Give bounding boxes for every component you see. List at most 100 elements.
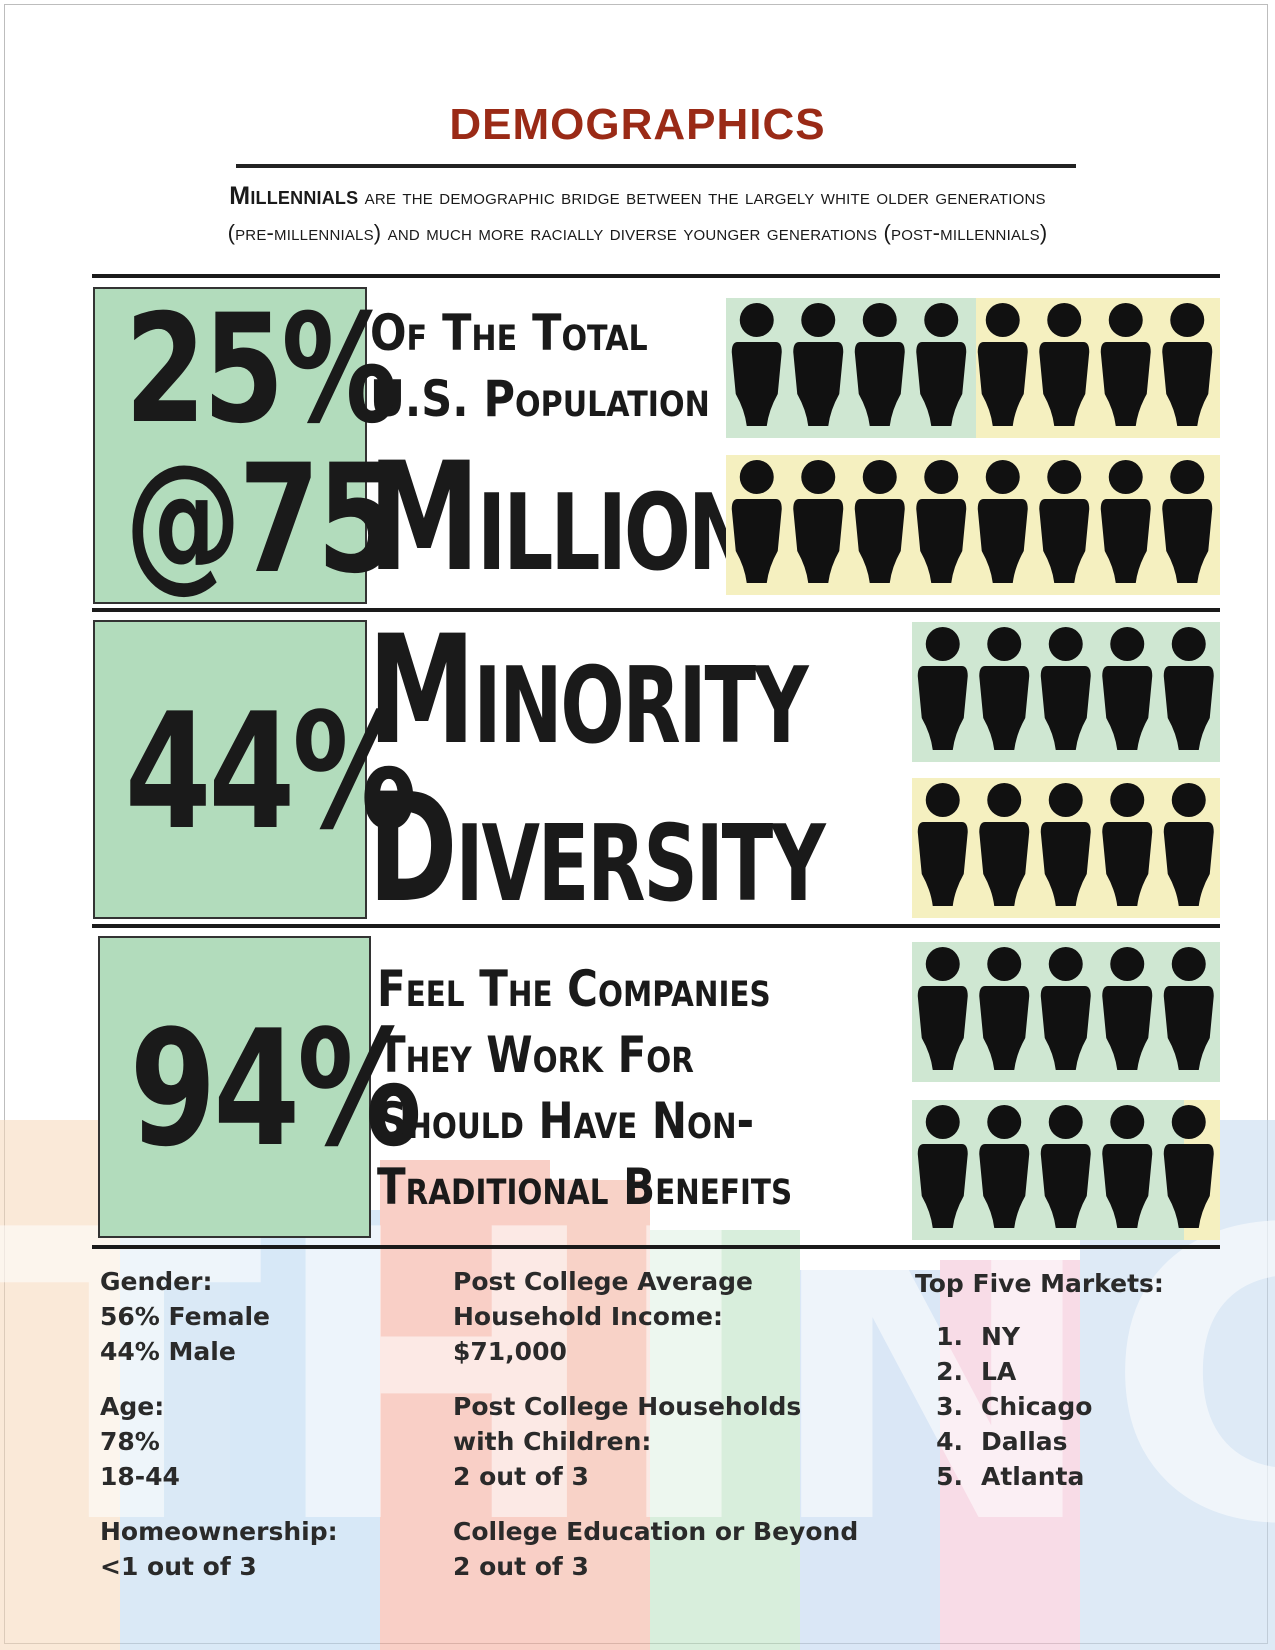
person-icon <box>1100 460 1151 583</box>
person-icon <box>1163 1105 1214 1228</box>
person-icon <box>1039 303 1090 426</box>
stat-caption-diversity: Minority Diversity <box>368 612 826 928</box>
person-icon <box>1163 783 1214 906</box>
person-icon <box>1102 1105 1153 1228</box>
income-block: Post College Average Household Income: $… <box>453 1264 858 1369</box>
people-group <box>731 460 1213 583</box>
details-column-markets: Top Five Markets: 1. NY 2. LA 3. Chicago 4.… <box>915 1266 1164 1494</box>
list-number: 4. <box>936 1427 963 1456</box>
person-icon <box>1040 947 1091 1070</box>
education-block: College Education or Beyond 2 out of 3 <box>453 1514 858 1584</box>
list-number: 5. <box>936 1462 963 1491</box>
person-icon <box>1163 947 1214 1070</box>
person-icon <box>1040 627 1091 750</box>
children-value: 2 out of 3 <box>453 1462 589 1491</box>
market-name: Dallas <box>981 1427 1068 1456</box>
person-icon <box>1039 460 1090 583</box>
caption-line: Should Have Non- <box>377 1092 755 1150</box>
people-row <box>726 455 1220 595</box>
caption-line: They Work For <box>377 1026 694 1084</box>
title-divider <box>236 164 1076 168</box>
person-icon <box>793 303 844 426</box>
person-icon <box>731 303 782 426</box>
stat-caption-benefits: Feel The Companies They Work For Should … <box>377 956 792 1220</box>
homeownership-label: Homeownership: <box>100 1517 338 1546</box>
person-icon <box>917 1105 968 1228</box>
person-icon <box>979 947 1030 1070</box>
markets-label: Top Five Markets: <box>915 1269 1164 1298</box>
person-icon <box>854 303 905 426</box>
age-range: 18-44 <box>100 1462 180 1491</box>
people-row <box>912 622 1220 762</box>
section-divider <box>92 1245 1220 1249</box>
people-group <box>731 303 1213 426</box>
people-row <box>912 1100 1220 1240</box>
person-icon <box>854 460 905 583</box>
list-item: 4. Dallas <box>915 1424 1164 1459</box>
people-group <box>917 627 1214 750</box>
stat-value-count: @75 <box>124 433 399 607</box>
person-icon <box>979 1105 1030 1228</box>
stat-value-percent: 44% <box>124 678 417 865</box>
stat-box-benefits: 94% <box>98 936 422 1238</box>
stat-caption-population: Of The Total U.S. Population <box>370 300 710 432</box>
person-icon <box>917 947 968 1070</box>
subtitle-line-2: (pre-millennials) and much more racially… <box>227 220 1048 245</box>
children-label: with Children: <box>453 1427 652 1456</box>
person-icon <box>979 627 1030 750</box>
homeownership-block: Homeownership: <1 out of 3 <box>100 1514 338 1584</box>
people-group <box>917 1105 1214 1228</box>
list-item: 1. NY <box>915 1319 1164 1354</box>
market-name: NY <box>981 1322 1021 1351</box>
details-column-demographics: Gender: 56% Female 44% Male Age: 78% 18-… <box>100 1264 338 1604</box>
person-icon <box>731 460 782 583</box>
income-value: $71,000 <box>453 1337 567 1366</box>
person-icon <box>977 303 1028 426</box>
person-icon <box>1102 783 1153 906</box>
people-group <box>917 947 1214 1070</box>
caption-line: Traditional Benefits <box>377 1158 793 1216</box>
education-label: College Education or Beyond <box>453 1517 859 1546</box>
section-divider <box>92 608 1220 612</box>
people-group <box>917 783 1214 906</box>
person-icon <box>1163 627 1214 750</box>
list-item: 2. LA <box>915 1354 1164 1389</box>
subtitle-lead: Millennials <box>229 182 359 210</box>
market-name: Chicago <box>981 1392 1093 1421</box>
person-icon <box>1162 303 1213 426</box>
person-icon <box>1100 303 1151 426</box>
market-name: Atlanta <box>981 1462 1085 1491</box>
people-row <box>912 942 1220 1082</box>
age-percent: 78% <box>100 1427 160 1456</box>
details-column-household: Post College Average Household Income: $… <box>453 1264 858 1604</box>
homeownership-value: <1 out of 3 <box>100 1552 257 1581</box>
stat-box-diversity: 44% <box>93 620 417 919</box>
gender-male: 44% Male <box>100 1337 236 1366</box>
gender-label: Gender: <box>100 1267 213 1296</box>
income-label: Post College Average <box>453 1267 753 1296</box>
stat-value-percent: 94% <box>129 995 422 1182</box>
caption-line: Of The Total <box>370 304 648 362</box>
list-number: 1. <box>936 1322 963 1351</box>
list-number: 2. <box>936 1357 963 1386</box>
person-icon <box>793 460 844 583</box>
caption-line: U.S. Population <box>370 370 710 428</box>
person-icon <box>1102 947 1153 1070</box>
subtitle-line-1: are the demographic bridge between the l… <box>364 184 1046 209</box>
people-row <box>912 778 1220 918</box>
person-icon <box>1040 783 1091 906</box>
education-value: 2 out of 3 <box>453 1552 589 1581</box>
gender-block: Gender: 56% Female 44% Male <box>100 1264 338 1369</box>
stat-caption-million: Million <box>368 431 754 605</box>
person-icon <box>916 460 967 583</box>
age-label: Age: <box>100 1392 165 1421</box>
section-divider <box>92 924 1220 928</box>
person-icon <box>979 783 1030 906</box>
caption-line: Feel The Companies <box>377 960 771 1018</box>
person-icon <box>1102 627 1153 750</box>
section-divider <box>92 274 1220 278</box>
list-item: 3. Chicago <box>915 1389 1164 1424</box>
person-icon <box>916 303 967 426</box>
markets-list: 1. NY 2. LA 3. Chicago 4. Dallas 5. Atlanta <box>915 1319 1164 1494</box>
people-row <box>726 298 1220 438</box>
